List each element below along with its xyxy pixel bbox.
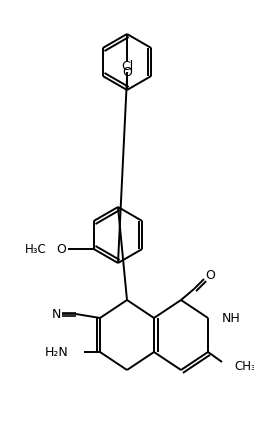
Text: H₃C: H₃C: [25, 242, 47, 256]
Text: NH: NH: [222, 312, 241, 325]
Text: CH₃: CH₃: [234, 359, 254, 373]
Text: H₂N: H₂N: [44, 345, 68, 359]
Text: O: O: [56, 242, 66, 256]
Text: O: O: [122, 66, 132, 78]
Text: N: N: [51, 308, 61, 320]
Text: O: O: [205, 268, 215, 282]
Text: Cl: Cl: [121, 59, 133, 73]
